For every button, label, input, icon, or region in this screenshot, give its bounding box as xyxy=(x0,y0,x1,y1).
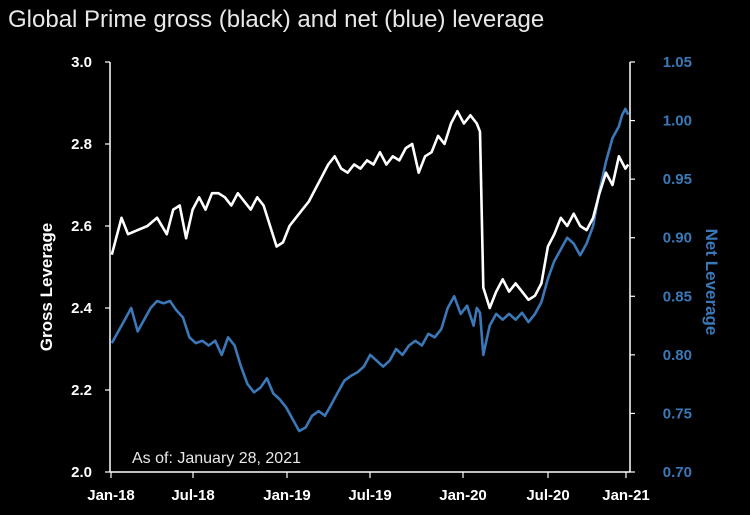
left-y-tick-label: 2.8 xyxy=(71,136,92,153)
x-tick-label: Jan-20 xyxy=(439,487,487,504)
right-y-tick-label: 0.90 xyxy=(663,230,692,247)
left-y-tick-label: 2.6 xyxy=(71,218,92,235)
right-y-axis-label: Net Leverage xyxy=(702,229,721,336)
x-tick-label: Jan-21 xyxy=(602,487,650,504)
series-lines xyxy=(110,107,630,433)
chart-title: Global Prime gross (black) and net (blue… xyxy=(8,6,545,33)
left-y-axis-ticks: 2.0 2.2 2.4 2.6 2.8 3.0 xyxy=(71,54,110,481)
x-tick-label: Jan-18 xyxy=(87,487,135,504)
right-y-tick-label: 1.05 xyxy=(663,54,692,71)
net-leverage-line xyxy=(110,107,630,433)
x-tick-label: Jul-18 xyxy=(171,487,214,504)
right-y-tick-label: 0.80 xyxy=(663,347,692,364)
x-tick-label: Jan-19 xyxy=(263,487,311,504)
right-y-tick-label: 1.00 xyxy=(663,113,692,130)
left-y-tick-label: 3.0 xyxy=(71,54,92,71)
left-y-axis-label: Gross Leverage xyxy=(37,223,56,352)
x-tick-label: Jul-20 xyxy=(526,487,569,504)
right-y-tick-label: 0.85 xyxy=(663,288,692,305)
right-y-tick-label: 0.95 xyxy=(663,171,692,188)
left-y-tick-label: 2.4 xyxy=(71,300,93,317)
gross-leverage-line xyxy=(110,109,630,310)
x-axis-ticks: Jan-18 Jul-18 Jan-19 Jul-19 Jan-20 Jul-20 Jan-… xyxy=(87,472,650,504)
left-y-tick-label: 2.2 xyxy=(71,382,92,399)
right-y-tick-label: 0.75 xyxy=(663,405,692,422)
left-y-tick-label: 2.0 xyxy=(71,464,92,481)
right-y-tick-label: 0.70 xyxy=(663,464,692,481)
right-y-axis-ticks: 0.70 0.75 0.80 0.85 0.90 0.95 1.00 1.05 xyxy=(630,54,692,481)
as-of-annotation: As of: January 28, 2021 xyxy=(132,450,301,467)
x-tick-label: Jul-19 xyxy=(348,487,391,504)
